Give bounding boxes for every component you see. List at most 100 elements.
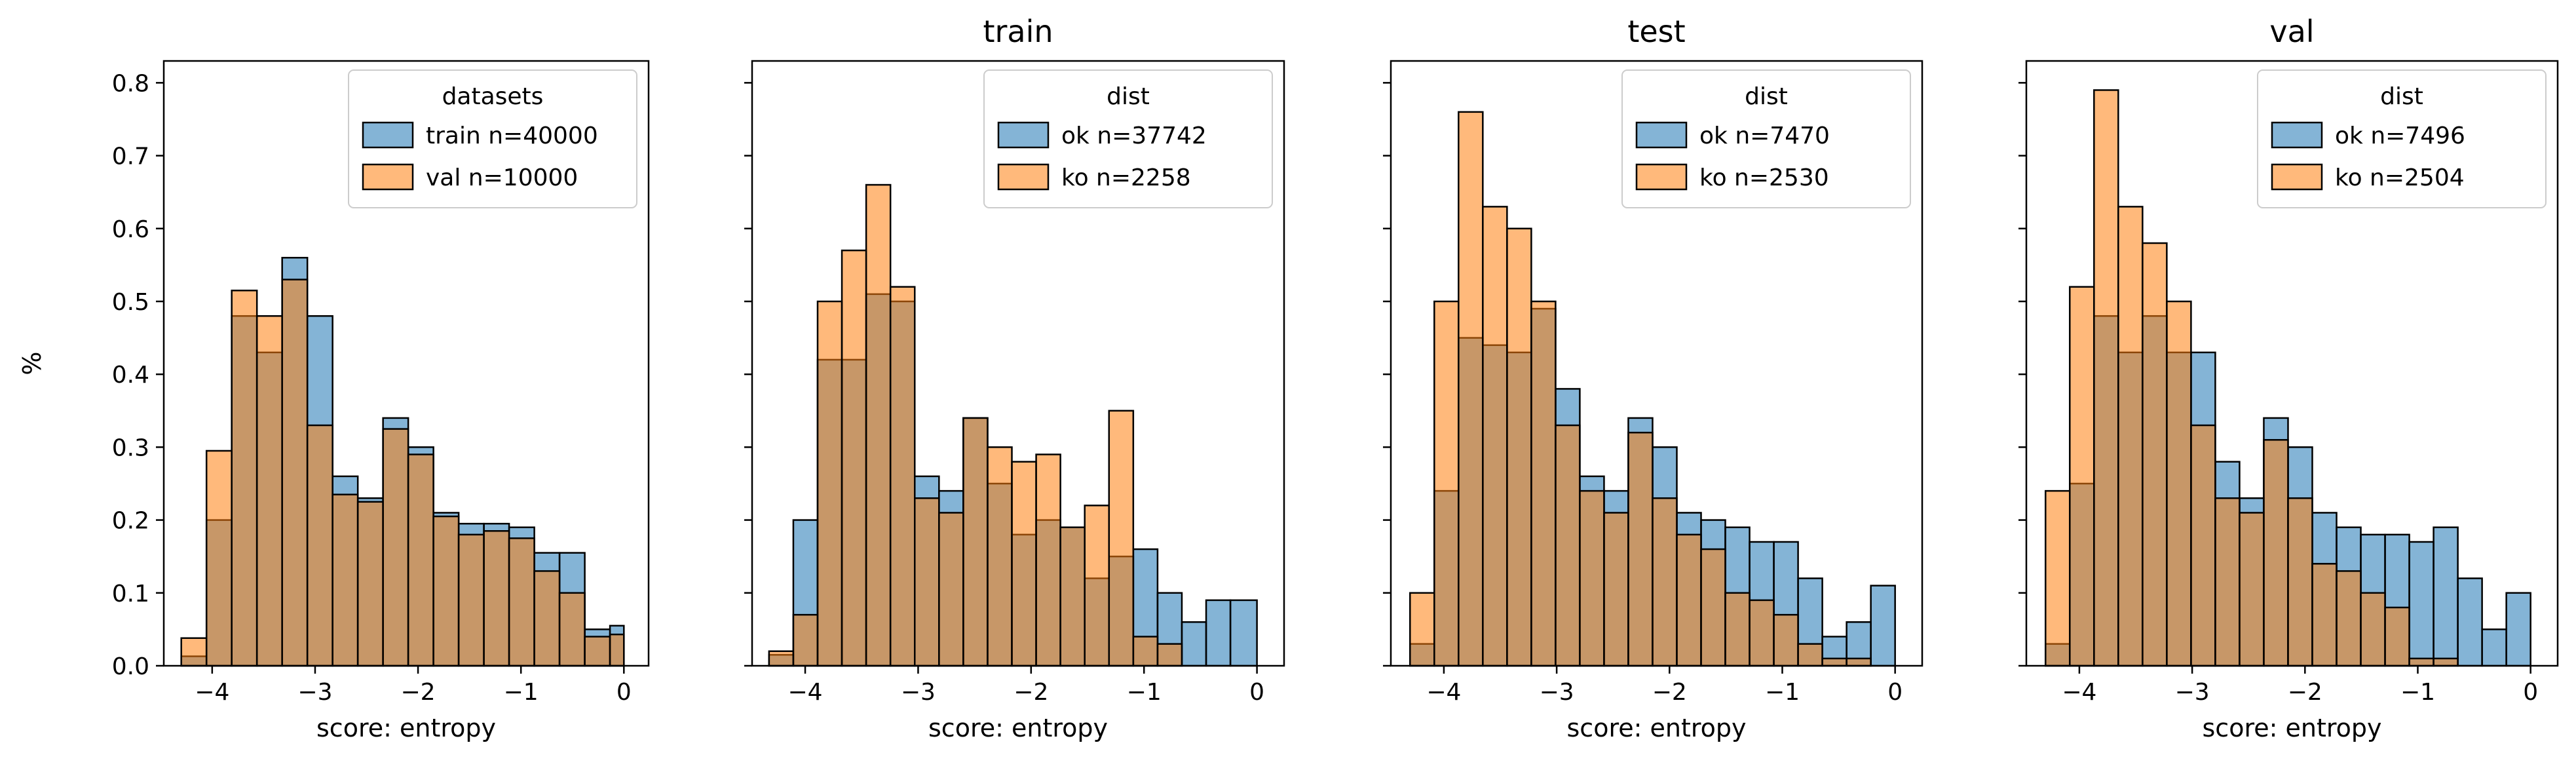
bar-ko-14 bbox=[1724, 592, 1751, 667]
bar-ko-8 bbox=[356, 501, 384, 667]
chart-panel-4: −4 −3 −2 −1 0 score: entropy val dist ok n=7496 k… bbox=[2018, 14, 2559, 742]
bar-ko-14 bbox=[508, 537, 535, 667]
bar-ko-1 bbox=[2045, 490, 2071, 667]
x-tick-label: −1 bbox=[1765, 679, 1800, 706]
x-tick-label: 0 bbox=[2523, 679, 2538, 706]
bar-ok-20 bbox=[1229, 599, 1258, 667]
bar-ko-11 bbox=[432, 515, 460, 667]
legend: dist ok n=37742 ko n=2258 bbox=[983, 69, 1273, 208]
y-tick-label: 0.4 bbox=[112, 362, 149, 389]
y-tick-label: 0.2 bbox=[112, 508, 149, 535]
bar-ko-3 bbox=[231, 290, 258, 667]
bar-ok-20 bbox=[1870, 585, 1896, 667]
bar-ko-16 bbox=[1773, 613, 1799, 667]
legend-swatch-ko bbox=[362, 163, 414, 191]
bar-ko-11 bbox=[2287, 497, 2313, 667]
chart-title: val bbox=[2269, 14, 2314, 49]
bar-ko-15 bbox=[1749, 599, 1775, 667]
bar-ko-19 bbox=[1846, 657, 1872, 667]
bar-ko-18 bbox=[609, 633, 625, 667]
bar-ko-14 bbox=[2360, 592, 2386, 667]
bar-ko-2 bbox=[792, 613, 819, 667]
x-tick-label: 0 bbox=[1887, 679, 1903, 706]
bar-ko-17 bbox=[584, 636, 611, 667]
bar-ko-7 bbox=[1555, 424, 1581, 667]
legend-entry-ko: val n=10000 bbox=[426, 164, 578, 191]
bar-ko-10 bbox=[2263, 439, 2289, 667]
x-tick-label: −4 bbox=[1426, 679, 1461, 706]
legend-box bbox=[348, 69, 637, 208]
bar-ko-5 bbox=[865, 183, 892, 667]
bar-ok-17 bbox=[2433, 526, 2459, 667]
axes-frame bbox=[751, 60, 1285, 667]
x-axis-label: score: entropy bbox=[928, 714, 1108, 742]
bar-ko-10 bbox=[407, 453, 434, 667]
x-tick-label: −4 bbox=[195, 679, 229, 706]
x-axis-label: score: entropy bbox=[316, 714, 496, 742]
y-tick-label: 0.1 bbox=[112, 581, 149, 607]
bar-ko-6 bbox=[889, 286, 916, 667]
bar-ok-20 bbox=[2505, 592, 2531, 667]
bar-ko-12 bbox=[2311, 563, 2338, 667]
x-tick-label: −2 bbox=[2288, 679, 2322, 706]
bar-ko-1 bbox=[768, 650, 795, 667]
bar-ko-12 bbox=[1035, 453, 1061, 667]
bar-ko-8 bbox=[1579, 490, 1605, 667]
legend-box bbox=[983, 69, 1273, 208]
bar-ko-8 bbox=[938, 512, 964, 667]
bar-ko-12 bbox=[1676, 533, 1702, 667]
legend-title: dist bbox=[1745, 83, 1788, 110]
bar-ko-4 bbox=[2117, 206, 2144, 667]
bar-ko-9 bbox=[2239, 512, 2265, 667]
bar-ko-15 bbox=[2384, 606, 2410, 667]
bar-ko-1 bbox=[1409, 592, 1435, 667]
bar-ko-5 bbox=[2142, 242, 2168, 667]
legend-swatch-ok bbox=[1635, 121, 1688, 149]
legend-swatch-ko bbox=[2271, 163, 2323, 191]
bar-ko-1 bbox=[180, 637, 208, 667]
bar-ko-18 bbox=[1821, 657, 1847, 667]
bar-ko-4 bbox=[841, 249, 867, 667]
bar-ko-3 bbox=[2093, 89, 2119, 667]
legend-title: dist bbox=[2380, 83, 2423, 110]
x-tick-label: −4 bbox=[787, 679, 822, 706]
y-axis-label: % bbox=[18, 351, 47, 375]
chart-panel-3: −4 −3 −2 −1 0 score: entropy test dist ok n=7470… bbox=[1383, 14, 1923, 742]
bar-ko-2 bbox=[2069, 286, 2095, 667]
bar-ko-11 bbox=[1011, 461, 1037, 667]
x-axis-label: score: entropy bbox=[2203, 714, 2382, 742]
bar-ko-5 bbox=[1506, 227, 1532, 667]
bar-ko-17 bbox=[1156, 643, 1183, 667]
x-tick-label: −3 bbox=[2175, 679, 2210, 706]
x-tick-label: −3 bbox=[297, 679, 332, 706]
y-tick-label: 0.7 bbox=[112, 144, 149, 170]
bar-ko-17 bbox=[2433, 657, 2459, 667]
bar-ok-18 bbox=[2457, 577, 2483, 667]
bar-ok-18 bbox=[1181, 621, 1207, 667]
bar-ko-16 bbox=[2408, 657, 2434, 667]
chart-panel-2: −4 −3 −2 −1 0 score: entropy train dist ok n=377… bbox=[744, 14, 1285, 742]
axes-frame bbox=[2025, 60, 2559, 667]
legend-entry-ko: ko n=2504 bbox=[2335, 164, 2465, 191]
bar-ko-3 bbox=[1458, 111, 1484, 667]
bar-ko-7 bbox=[331, 493, 359, 667]
y-tick-label: 0.8 bbox=[112, 70, 149, 97]
bar-ko-15 bbox=[533, 570, 561, 667]
bar-ko-9 bbox=[1603, 512, 1629, 667]
x-tick-label: −4 bbox=[2062, 679, 2096, 706]
legend-title: datasets bbox=[442, 83, 544, 110]
axes-frame bbox=[162, 60, 650, 667]
bar-ko-14 bbox=[1084, 505, 1110, 667]
bar-ko-7 bbox=[914, 497, 940, 667]
bar-ko-6 bbox=[2166, 300, 2192, 667]
axes-frame bbox=[1390, 60, 1923, 667]
legend-entry-ok: ok n=7470 bbox=[1699, 123, 1830, 149]
bar-ko-6 bbox=[1530, 300, 1557, 667]
legend-entry-ok: ok n=7496 bbox=[2335, 123, 2465, 149]
legend: dist ok n=7496 ko n=2504 bbox=[2257, 69, 2547, 208]
legend-swatch-ok bbox=[2271, 121, 2323, 149]
bar-ko-10 bbox=[1627, 431, 1654, 667]
legend-entry-ko: ko n=2258 bbox=[1061, 164, 1191, 191]
x-tick-label: −2 bbox=[401, 679, 436, 706]
bar-ko-16 bbox=[558, 592, 586, 667]
